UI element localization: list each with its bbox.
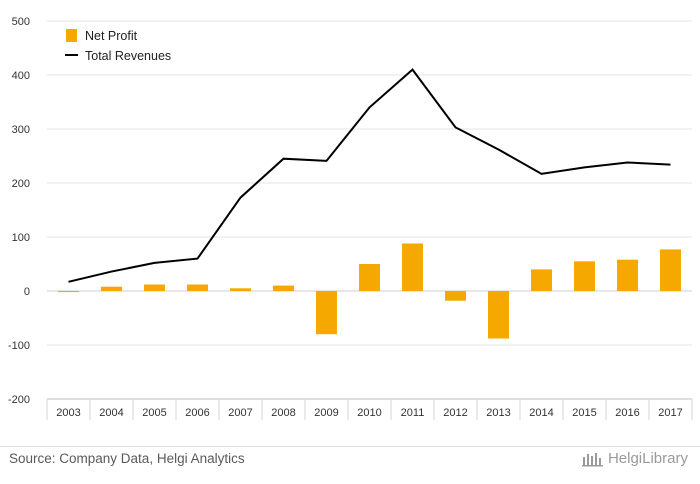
x-tick-label: 2006 [185,407,209,419]
total-revenues-line [68,68,671,283]
brand-name: HelgiLibrary [607,450,688,467]
net-profit-bar [445,291,466,301]
source-note: Source: Company Data, Helgi Analytics [9,451,245,466]
footer: Source: Company Data, Helgi Analytics He… [0,446,700,484]
x-tick-label: 2003 [56,407,80,419]
y-tick-label: 100 [12,232,30,244]
x-tick-label: 2005 [142,407,166,419]
legend-swatch-net-profit [66,29,77,42]
y-tick-label: 0 [24,286,30,298]
x-tick-label: 2010 [357,407,381,419]
net-profit-bars [58,243,681,339]
net-profit-bar [402,243,423,291]
x-tick-label: 2017 [658,407,682,419]
total-revenues-line-group [68,68,671,283]
net-profit-bar [273,285,294,291]
net-profit-bar [230,288,251,291]
net-profit-bar [617,259,638,291]
net-profit-bar [187,284,208,291]
net-profit-bar [359,264,380,291]
x-tick-label: 2008 [271,407,295,419]
x-tick-label: 2012 [443,407,467,419]
net-profit-bar [488,291,509,339]
x-tick-label: 2015 [572,407,596,419]
x-tick-label: 2011 [401,407,425,419]
gridlines [47,20,692,400]
legend-label-total-revenues: Total Revenues [85,49,171,63]
brand-logo: HelgiLibrary [581,450,688,467]
legend-label-net-profit: Net Profit [85,29,138,43]
x-tick-label: 2009 [314,407,338,419]
x-tick-label: 2016 [615,407,639,419]
x-axis: 2003 2004 2005 2006 2007 2008 2009 2010 2011 2012… [46,398,693,420]
net-profit-bar [58,291,79,293]
net-profit-bar [660,249,681,291]
y-tick-label: 400 [12,70,30,82]
net-profit-bar [316,291,337,335]
y-tick-label: -100 [8,340,30,352]
x-tick-label: 2013 [486,407,510,419]
net-profit-bar [101,286,122,291]
legend: Net Profit Total Revenues [65,29,171,63]
library-icon [581,452,603,466]
x-tick-label: 2014 [529,407,553,419]
y-axis: 500 400 300 200 100 0 -100 -200 [8,16,30,406]
net-profit-bar [531,269,552,291]
net-profit-bar [574,261,595,291]
y-tick-label: 200 [12,178,30,190]
y-tick-label: 300 [12,124,30,136]
y-tick-label: 500 [12,16,30,28]
y-tick-label: -200 [8,394,30,406]
net-profit-bar [144,284,165,291]
x-tick-label: 2004 [99,407,123,419]
x-tick-label: 2007 [228,407,252,419]
